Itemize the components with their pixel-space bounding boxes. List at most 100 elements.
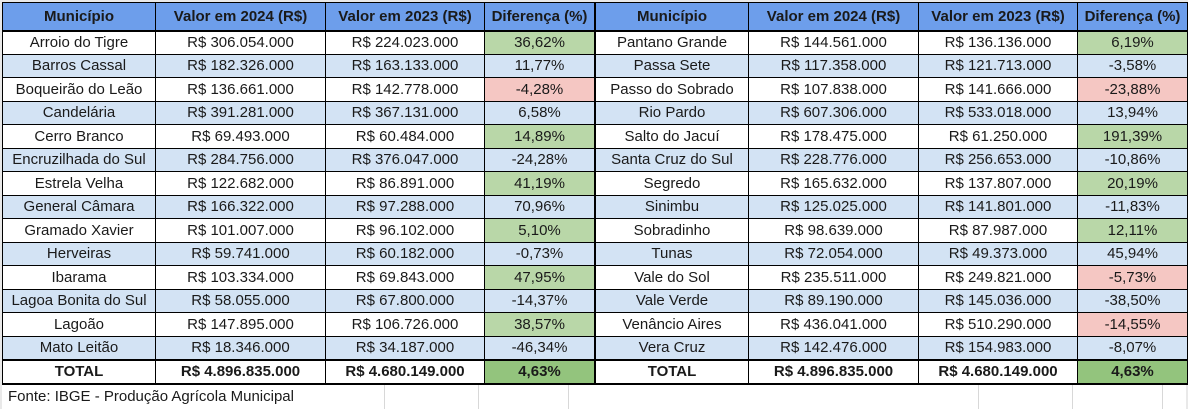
value-2023-cell[interactable]: R$ 367.131.000	[325, 100, 485, 125]
total-2023-cell[interactable]: R$ 4.680.149.000	[325, 358, 485, 385]
diff-cell[interactable]: 47,95%	[484, 265, 595, 290]
value-2024-cell[interactable]: R$ 144.561.000	[748, 30, 919, 55]
municipality-cell[interactable]: Cerro Branco	[2, 124, 156, 149]
diff-cell[interactable]: -5,73%	[1077, 265, 1188, 290]
diff-cell[interactable]: 38,57%	[484, 312, 595, 337]
municipality-cell[interactable]: Arroio do Tigre	[2, 30, 156, 55]
municipality-cell[interactable]: Lagoão	[2, 312, 156, 337]
municipality-cell[interactable]: Mato Leitão	[2, 335, 156, 360]
value-2023-cell[interactable]: R$ 142.778.000	[325, 77, 485, 102]
value-2024-cell[interactable]: R$ 166.322.000	[155, 194, 326, 219]
diff-cell[interactable]: -46,34%	[484, 335, 595, 360]
value-2023-cell[interactable]: R$ 256.653.000	[918, 147, 1078, 172]
diff-cell[interactable]: -14,37%	[484, 288, 595, 313]
diff-cell[interactable]: 11,77%	[484, 53, 595, 78]
diff-cell[interactable]: 41,19%	[484, 171, 595, 196]
diff-cell[interactable]: 12,11%	[1077, 218, 1188, 243]
value-2024-cell[interactable]: R$ 69.493.000	[155, 124, 326, 149]
municipality-cell[interactable]: Herveiras	[2, 241, 156, 266]
value-2024-cell[interactable]: R$ 391.281.000	[155, 100, 326, 125]
total-2023-cell[interactable]: R$ 4.680.149.000	[918, 358, 1078, 385]
total-2024-cell[interactable]: R$ 4.896.835.000	[748, 358, 919, 385]
diff-cell[interactable]: 20,19%	[1077, 171, 1188, 196]
municipality-cell[interactable]: Candelária	[2, 100, 156, 125]
municipality-cell[interactable]: Segredo	[595, 171, 749, 196]
value-2024-cell[interactable]: R$ 165.632.000	[748, 171, 919, 196]
municipality-cell[interactable]: Passa Sete	[595, 53, 749, 78]
value-2023-cell[interactable]: R$ 96.102.000	[325, 218, 485, 243]
total-diff-cell[interactable]: 4,63%	[484, 358, 595, 385]
value-2024-cell[interactable]: R$ 182.326.000	[155, 53, 326, 78]
diff-cell[interactable]: -8,07%	[1077, 335, 1188, 360]
value-2024-cell[interactable]: R$ 122.682.000	[155, 171, 326, 196]
value-2024-cell[interactable]: R$ 107.838.000	[748, 77, 919, 102]
value-2023-cell[interactable]: R$ 510.290.000	[918, 312, 1078, 337]
municipality-cell[interactable]: Sobradinho	[595, 218, 749, 243]
municipality-cell[interactable]: Vale Verde	[595, 288, 749, 313]
diff-cell[interactable]: -14,55%	[1077, 312, 1188, 337]
total-label-cell[interactable]: TOTAL	[2, 358, 156, 385]
municipality-cell[interactable]: Tunas	[595, 241, 749, 266]
diff-cell[interactable]: 191,39%	[1077, 124, 1188, 149]
value-2023-cell[interactable]: R$ 60.182.000	[325, 241, 485, 266]
value-2023-cell[interactable]: R$ 87.987.000	[918, 218, 1078, 243]
column-header-value-2024-cell[interactable]: Valor em 2024 (R$)	[748, 2, 919, 32]
municipality-cell[interactable]: Gramado Xavier	[2, 218, 156, 243]
value-2024-cell[interactable]: R$ 607.306.000	[748, 100, 919, 125]
value-2024-cell[interactable]: R$ 89.190.000	[748, 288, 919, 313]
diff-cell[interactable]: -10,86%	[1077, 147, 1188, 172]
value-2024-cell[interactable]: R$ 284.756.000	[155, 147, 326, 172]
value-2023-cell[interactable]: R$ 60.484.000	[325, 124, 485, 149]
column-header-municipality-cell[interactable]: Município	[595, 2, 749, 32]
diff-cell[interactable]: -38,50%	[1077, 288, 1188, 313]
column-header-value-2023-cell[interactable]: Valor em 2023 (R$)	[918, 2, 1078, 32]
value-2024-cell[interactable]: R$ 98.639.000	[748, 218, 919, 243]
value-2023-cell[interactable]: R$ 154.983.000	[918, 335, 1078, 360]
municipality-cell[interactable]: Estrela Velha	[2, 171, 156, 196]
diff-cell[interactable]: 6,19%	[1077, 30, 1188, 55]
value-2023-cell[interactable]: R$ 136.136.000	[918, 30, 1078, 55]
diff-cell[interactable]: -24,28%	[484, 147, 595, 172]
value-2024-cell[interactable]: R$ 58.055.000	[155, 288, 326, 313]
municipality-cell[interactable]: Lagoa Bonita do Sul	[2, 288, 156, 313]
municipality-cell[interactable]: Vale do Sol	[595, 265, 749, 290]
value-2023-cell[interactable]: R$ 141.801.000	[918, 194, 1078, 219]
value-2024-cell[interactable]: R$ 142.476.000	[748, 335, 919, 360]
value-2023-cell[interactable]: R$ 34.187.000	[325, 335, 485, 360]
diff-cell[interactable]: -23,88%	[1077, 77, 1188, 102]
diff-cell[interactable]: -0,73%	[484, 241, 595, 266]
diff-cell[interactable]: 70,96%	[484, 194, 595, 219]
value-2024-cell[interactable]: R$ 125.025.000	[748, 194, 919, 219]
diff-cell[interactable]: -11,83%	[1077, 194, 1188, 219]
value-2024-cell[interactable]: R$ 59.741.000	[155, 241, 326, 266]
value-2024-cell[interactable]: R$ 228.776.000	[748, 147, 919, 172]
municipality-cell[interactable]: Boqueirão do Leão	[2, 77, 156, 102]
column-header-diff-cell[interactable]: Diferença (%)	[1077, 2, 1188, 32]
diff-cell[interactable]: 14,89%	[484, 124, 595, 149]
municipality-cell[interactable]: Salto do Jacuí	[595, 124, 749, 149]
municipality-cell[interactable]: Barros Cassal	[2, 53, 156, 78]
municipality-cell[interactable]: Sinimbu	[595, 194, 749, 219]
value-2023-cell[interactable]: R$ 106.726.000	[325, 312, 485, 337]
value-2024-cell[interactable]: R$ 306.054.000	[155, 30, 326, 55]
value-2024-cell[interactable]: R$ 147.895.000	[155, 312, 326, 337]
municipality-cell[interactable]: Santa Cruz do Sul	[595, 147, 749, 172]
value-2023-cell[interactable]: R$ 97.288.000	[325, 194, 485, 219]
total-diff-cell[interactable]: 4,63%	[1077, 358, 1188, 385]
municipality-cell[interactable]: General Câmara	[2, 194, 156, 219]
value-2024-cell[interactable]: R$ 235.511.000	[748, 265, 919, 290]
diff-cell[interactable]: 36,62%	[484, 30, 595, 55]
diff-cell[interactable]: -3,58%	[1077, 53, 1188, 78]
diff-cell[interactable]: 5,10%	[484, 218, 595, 243]
column-header-value-2023-cell[interactable]: Valor em 2023 (R$)	[325, 2, 485, 32]
total-label-cell[interactable]: TOTAL	[595, 358, 749, 385]
value-2024-cell[interactable]: R$ 436.041.000	[748, 312, 919, 337]
value-2023-cell[interactable]: R$ 141.666.000	[918, 77, 1078, 102]
total-2024-cell[interactable]: R$ 4.896.835.000	[155, 358, 326, 385]
value-2024-cell[interactable]: R$ 136.661.000	[155, 77, 326, 102]
value-2023-cell[interactable]: R$ 137.807.000	[918, 171, 1078, 196]
value-2023-cell[interactable]: R$ 121.713.000	[918, 53, 1078, 78]
value-2024-cell[interactable]: R$ 103.334.000	[155, 265, 326, 290]
diff-cell[interactable]: -4,28%	[484, 77, 595, 102]
value-2023-cell[interactable]: R$ 49.373.000	[918, 241, 1078, 266]
